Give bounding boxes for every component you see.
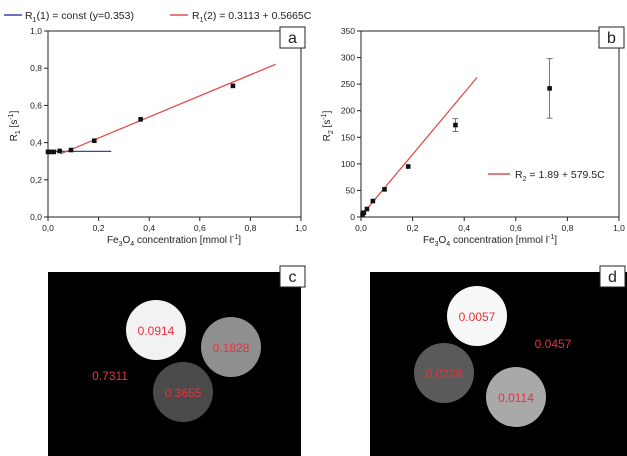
- panel-b-data-point: [370, 198, 376, 204]
- legend-label-r2-fit: R2 = 1.89 + 579.5C: [515, 169, 605, 183]
- panel-a-xtick-label: 0,8: [244, 223, 256, 233]
- panel-a-xtick-label: 1,0: [295, 223, 307, 233]
- panel-b-xtick-label: 0,6: [510, 223, 522, 233]
- panel-d-value-0: 0.0057: [459, 310, 496, 324]
- panel-a-ticks: 0,0 0,2 0,4 0,6 0,8 1,0 0,0 0,2 0,4 0,6 0,8 1,0: [30, 26, 307, 233]
- panel-b-chart: 0,0 0,2 0,4 0,6 0,8 1,0050100150200250300350 …: [321, 26, 625, 248]
- panel-a-ylabel: R1 [s-1]: [8, 110, 22, 141]
- panel-b-xtick-label: 0,4: [458, 223, 470, 233]
- panel-c-value-0: 0.0914: [138, 324, 175, 338]
- panel-c-sample-disc-0: [126, 300, 186, 360]
- panel-b-data-point: [382, 187, 387, 192]
- panel-b-data-point: [453, 122, 458, 128]
- panel-d-letter: d: [608, 269, 617, 286]
- panel-a-xtick-label: 0,2: [93, 223, 105, 233]
- panel-a-letter: a: [288, 30, 297, 47]
- panel-d-value-2: 0.0114: [498, 391, 534, 405]
- panel-c-value-2: 0.3655: [165, 386, 202, 400]
- panel-a-chart: 0,0 0,2 0,4 0,6 0,8 1,0 0,0 0,2 0,4 0,6 0,8 1,0 Fe3…: [8, 26, 307, 248]
- panel-a-data-points: [45, 83, 236, 155]
- panel-b-letter-box: [598, 26, 625, 49]
- panel-b-xtick-label: 0,0: [355, 223, 367, 233]
- panel-c-letter-box: [279, 265, 306, 288]
- panel-a-plot-frame: [47, 30, 302, 218]
- panel-b-data-point: [405, 164, 411, 169]
- panel-c-value-3: 0.7311: [92, 369, 128, 383]
- panel-b-ticks: 0,0 0,2 0,4 0,6 0,8 1,0 0 50 100 150 200 250 300 350: [341, 26, 625, 233]
- panel-c-sample-disc-1: [201, 317, 261, 377]
- panel-b-data-point: [547, 86, 552, 91]
- panel-a-ytick-label: 0,8: [30, 63, 42, 73]
- panel-b-data-point: [361, 210, 367, 216]
- panel-b-xtick-label: 0,8: [561, 223, 573, 233]
- panel-a-xtick-label: 0,0: [42, 223, 54, 233]
- panel-c-value-1: 0.1828: [213, 341, 250, 355]
- panel-a-data-point: [51, 149, 57, 155]
- panel-c-letter: c: [289, 269, 297, 286]
- panel-a-data-point: [68, 147, 74, 153]
- panel-b-ytick-label: 300: [341, 53, 355, 63]
- legend-label-r1-fit: R1(2) = 0.3113 + 0.5665C: [192, 10, 312, 24]
- panel-a-ytick-label: 0,6: [30, 100, 42, 110]
- panel-a-ytick-label: 1,0: [30, 26, 42, 36]
- panel-b-ytick-label: 350: [341, 26, 355, 36]
- panel-b-fit-lines: [360, 76, 478, 217]
- panel-a-data-point: [57, 148, 62, 154]
- panel-d-letter-box: [599, 265, 626, 288]
- panel-c-mri-image: 0.0914 0.1828 0.3655 0.7311 c: [48, 265, 306, 456]
- panel-d-value-3: 0.0457: [535, 337, 572, 351]
- panel-a-data-point: [91, 138, 97, 144]
- panel-a-ytick-label: 0,2: [30, 175, 42, 185]
- legend-label-r1-const: R1(1) = const (y=0.353): [25, 10, 134, 24]
- panel-d-value-1: 0.0228: [426, 367, 463, 381]
- panel-b-xtick-label: 0,2: [407, 223, 419, 233]
- panel-b-ytick-label: 50: [346, 185, 356, 195]
- panel-b-xlabel: Fe3O4 concentration [mmol l-1]: [423, 234, 557, 248]
- panel-b-ytick-label: 250: [341, 79, 355, 89]
- panel-d-sample-disc-0: [447, 286, 507, 346]
- panel-a-data-point: [138, 117, 143, 122]
- panel-b-data-point: [364, 206, 370, 212]
- panel-a-ytick-label: 0,0: [30, 212, 42, 222]
- panel-a-data-point: [45, 149, 51, 155]
- panel-a-data-point: [48, 149, 54, 155]
- panel-a-xtick-label: 0,6: [194, 223, 206, 233]
- panel-b-ytick-label: 200: [341, 106, 355, 116]
- panel-a-data-point: [230, 83, 236, 89]
- panel-a-ytick-label: 0,4: [30, 138, 42, 148]
- panel-b-ytick-label: 0: [350, 212, 355, 222]
- panel-a-xlabel: Fe3O4 concentration [mmol l-1]: [107, 234, 241, 248]
- panel-a-letter-box: [279, 26, 306, 49]
- panel-b-legend: R2 = 1.89 + 579.5C: [488, 169, 605, 183]
- panel-a-xtick-label: 0,4: [143, 223, 155, 233]
- panel-b-ylabel: R2 [s-1]: [321, 110, 335, 141]
- panel-c-sample-disc-2: [153, 362, 213, 422]
- panel-b-xtick-label: 1,0: [613, 223, 625, 233]
- panel-d-sample-disc-2: [486, 367, 546, 427]
- panel-b-ytick-label: 150: [341, 132, 355, 142]
- panel-b-letter: b: [607, 30, 616, 47]
- panel-b-plot-frame: [360, 30, 620, 218]
- panel-b-data-points: [360, 58, 553, 217]
- panel-b-ytick-label: 100: [341, 159, 355, 169]
- panel-b-fit-line-0: [360, 76, 478, 217]
- panel-d-mri-image: 0.0057 0.0228 0.0114 0.0457 d: [370, 265, 627, 456]
- panel-d-sample-disc-1: [414, 343, 474, 403]
- panel-a-legend: R1(1) = const (y=0.353) R1(2) = 0.3113 +…: [4, 10, 312, 24]
